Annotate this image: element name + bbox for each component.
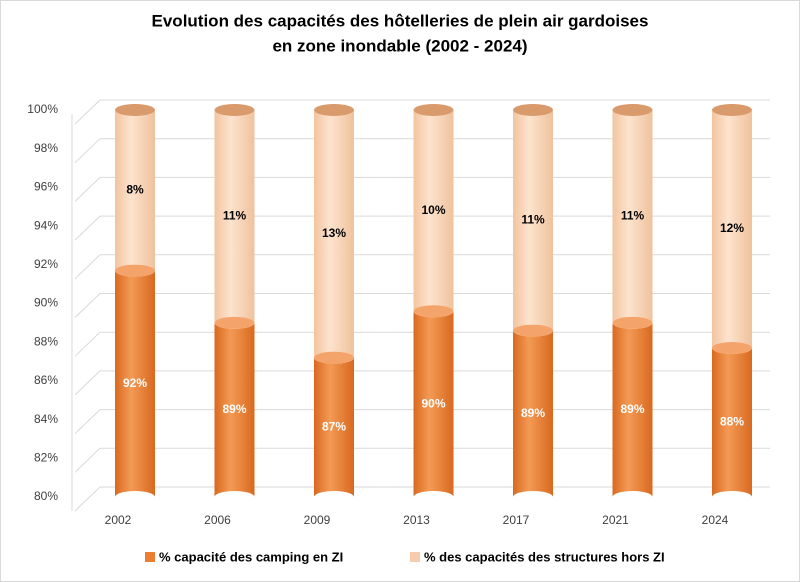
bar-segment (314, 110, 354, 358)
bar-segment (214, 110, 255, 323)
bar-cap (115, 104, 155, 116)
data-label: 89% (222, 402, 246, 416)
y-tick-label: 80% (34, 489, 58, 503)
bar-cap (513, 104, 553, 116)
bar-segment (712, 110, 752, 349)
data-label: 88% (720, 415, 744, 429)
bar-segment (612, 110, 653, 323)
data-label: 89% (521, 406, 545, 420)
bar-segment (413, 110, 454, 312)
y-tick-label: 96% (34, 180, 58, 194)
bar-cap (612, 104, 653, 116)
data-label: 87% (322, 420, 346, 434)
bar-segment (115, 110, 155, 271)
legend-swatch (410, 552, 420, 562)
data-label: 89% (620, 402, 644, 416)
data-label: 11% (223, 209, 247, 223)
bar-segment (214, 322, 255, 497)
bar-segment (115, 270, 155, 497)
y-tick-label: 94% (34, 218, 58, 232)
x-tick-label: 2017 (503, 513, 530, 527)
bar-cap (314, 104, 354, 116)
bar-cap (513, 324, 553, 337)
bar-segment (413, 311, 454, 497)
bar-segment (513, 110, 553, 331)
legend-swatch (145, 552, 155, 562)
legend-label: % capacité des camping en ZI (159, 549, 343, 564)
data-label: 13% (322, 226, 346, 240)
bar-segment (712, 348, 752, 497)
y-tick-label: 100% (27, 102, 58, 116)
y-tick-label: 82% (34, 450, 58, 464)
bar-cap (612, 316, 653, 329)
data-label: 12% (720, 221, 744, 235)
data-label: 10% (421, 203, 445, 217)
y-tick-label: 84% (34, 412, 58, 426)
y-tick-label: 86% (34, 373, 58, 387)
y-tick-label: 98% (34, 141, 58, 155)
bar-segment (513, 330, 553, 497)
bar-cap (413, 305, 454, 318)
data-label: 11% (521, 212, 545, 226)
grid-line (74, 99, 770, 125)
data-label: 90% (421, 396, 445, 410)
bar-cap (413, 104, 454, 116)
chart-title: en zone inondable (2002 - 2024) (272, 36, 527, 55)
y-tick-label: 92% (34, 257, 58, 271)
bar-segment (612, 322, 653, 497)
chart-title: Evolution des capacités des hôtelleries … (152, 11, 649, 30)
x-tick-label: 2013 (403, 513, 430, 527)
data-label: 8% (126, 182, 144, 196)
x-tick-label: 2009 (304, 513, 331, 527)
bar-cap (214, 316, 255, 329)
data-label: 11% (621, 209, 645, 223)
bar-cap (314, 351, 354, 364)
y-tick-label: 90% (34, 296, 58, 310)
bar-cap (712, 342, 752, 355)
x-tick-label: 2002 (105, 513, 132, 527)
data-label: 92% (123, 376, 147, 390)
x-tick-label: 2024 (702, 513, 729, 527)
bar-cap (712, 104, 752, 116)
bar-cap (214, 104, 255, 116)
y-tick-label: 88% (34, 334, 58, 348)
bar-segment (314, 357, 354, 497)
x-tick-label: 2006 (204, 513, 231, 527)
legend-label: % des capacités des structures hors ZI (424, 549, 665, 564)
bar-cap (115, 264, 155, 277)
x-tick-label: 2021 (602, 513, 629, 527)
